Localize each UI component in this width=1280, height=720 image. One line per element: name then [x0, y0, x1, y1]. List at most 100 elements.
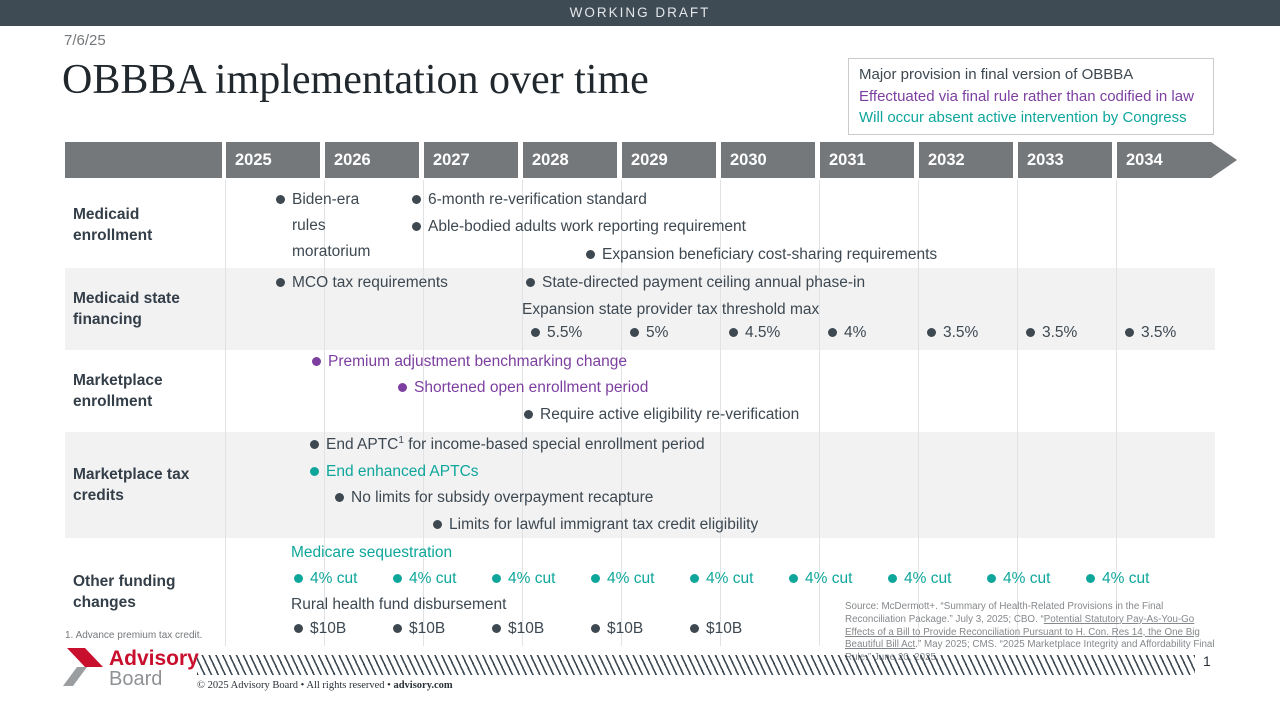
legend-item-0: Major provision in final version of OBBB…: [859, 66, 1134, 83]
bullet-icon: [1125, 328, 1134, 337]
timeline-item: Premium adjustment benchmarking change: [312, 349, 627, 375]
bullet-icon: [524, 410, 533, 419]
timeline-item-text: Limits for lawful immigrant tax credit e…: [449, 516, 759, 533]
bullet-icon: [987, 574, 996, 583]
timeline-item: Expansion state provider tax threshold m…: [522, 297, 819, 323]
timeline-item: 6-month re-verification standard: [412, 187, 647, 213]
timeline-item-text: 4% cut: [1003, 570, 1051, 587]
bullet-icon: [398, 383, 407, 392]
bullet-icon: [591, 574, 600, 583]
timeline-item-text: Shortened open enrollment period: [414, 379, 649, 396]
timeline-item-text: Able-bodied adults work reporting requir…: [428, 218, 746, 235]
timeline-item-text: End APTC1 for income-based special enrol…: [326, 434, 705, 453]
year-header-2034: 2034: [1117, 142, 1237, 178]
gridline-2: [423, 180, 424, 646]
timeline-item-text: 4% cut: [409, 570, 457, 587]
timeline-item-text: No limits for subsidy overpayment recapt…: [351, 489, 654, 506]
gridline-6: [819, 180, 820, 646]
copyright-line: © 2025 Advisory Board • All rights reser…: [197, 680, 453, 691]
bullet-icon: [927, 328, 936, 337]
working-draft-banner: WORKING DRAFT: [0, 0, 1280, 26]
bullet-icon: [531, 328, 540, 337]
footnote: 1. Advance premium tax credit.: [65, 630, 203, 641]
row-label-1: Medicaid state financing: [73, 290, 180, 328]
logo-line-board: Board: [109, 668, 163, 690]
timeline-item-text: $10B: [607, 620, 644, 637]
timeline-item-text: 3.5%: [1141, 324, 1177, 341]
timeline-item-text: Biden-era rules moratorium: [292, 191, 371, 260]
gridline-3: [522, 180, 523, 646]
timeline-item-text: Expansion beneficiary cost-sharing requi…: [602, 246, 938, 263]
timeline-item-text: Medicare sequestration: [291, 544, 453, 561]
bullet-icon: [310, 467, 319, 476]
logo-text: Advisory Board: [109, 648, 199, 690]
legend-box: Major provision in final version of OBBB…: [848, 58, 1214, 135]
timeline-item: 4% cut: [393, 566, 456, 592]
timeline-item-text: End enhanced APTCs: [326, 463, 479, 480]
timeline-item: $10B: [294, 616, 346, 642]
timeline-header-label-block: [65, 142, 222, 178]
legend-item-2: Will occur absent active intervention by…: [859, 109, 1187, 126]
timeline-item-text: 5%: [646, 324, 669, 341]
bullet-icon: [690, 624, 699, 633]
advisory-board-logo-mark: [63, 648, 103, 686]
timeline-item: No limits for subsidy overpayment recapt…: [335, 485, 653, 511]
bullet-icon: [789, 574, 798, 583]
bullet-icon: [312, 357, 321, 366]
timeline-item-text: Premium adjustment benchmarking change: [328, 353, 627, 370]
timeline-item: $10B: [591, 616, 643, 642]
timeline-item: Biden-era rules moratorium: [276, 187, 386, 265]
timeline-item-text: 5.5%: [547, 324, 583, 341]
timeline-item-text: 4%: [844, 324, 867, 341]
timeline-item-text: 4.5%: [745, 324, 781, 341]
timeline-item-text: 4% cut: [1102, 570, 1150, 587]
bullet-icon: [586, 250, 595, 259]
footnote-marker: 1: [398, 434, 404, 446]
row-band-3: [65, 432, 1215, 538]
timeline-item: 3.5%: [927, 320, 978, 346]
advisory-board-logo: Advisory Board: [63, 648, 199, 690]
timeline-item: 4% cut: [1086, 566, 1149, 592]
timeline-item: End enhanced APTCs: [310, 459, 479, 485]
year-header-2032: 2032: [919, 142, 1013, 178]
bullet-icon: [294, 624, 303, 633]
copyright-text: © 2025 Advisory Board • All rights reser…: [197, 680, 394, 691]
copyright-domain: advisory.com: [393, 680, 453, 691]
timeline-item-text: 3.5%: [943, 324, 979, 341]
timeline-item: State-directed payment ceiling annual ph…: [526, 270, 865, 296]
timeline-item: Rural health fund disbursement: [291, 592, 506, 618]
gridline-7: [918, 180, 919, 646]
gridline-4: [621, 180, 622, 646]
timeline-item-text: 4% cut: [706, 570, 754, 587]
timeline-item: 4% cut: [492, 566, 555, 592]
gridline-8: [1017, 180, 1018, 646]
timeline-item-text: 4% cut: [508, 570, 556, 587]
row-label-2: Marketplace enrollment: [73, 372, 163, 410]
bullet-icon: [591, 624, 600, 633]
bullet-icon: [412, 195, 421, 204]
row-label-4: Other funding changes: [73, 573, 176, 611]
bullet-icon: [310, 440, 319, 449]
gridline-1: [324, 180, 325, 646]
legend-item-1: Effectuated via final rule rather than c…: [859, 87, 1194, 105]
year-header-2029: 2029: [622, 142, 716, 178]
bullet-icon: [1086, 574, 1095, 583]
bullet-icon: [690, 574, 699, 583]
timeline-item: 4% cut: [591, 566, 654, 592]
bullet-icon: [393, 574, 402, 583]
year-header-2030: 2030: [721, 142, 815, 178]
source-link[interactable]: Potential Statutory Pay-As-You-Go Effect…: [845, 613, 1200, 651]
timeline-item: 4% cut: [987, 566, 1050, 592]
timeline-item: Shortened open enrollment period: [398, 375, 648, 401]
bullet-icon: [294, 574, 303, 583]
page-title: OBBBA implementation over time: [62, 57, 649, 103]
timeline-item-text: $10B: [310, 620, 347, 637]
timeline-item: Expansion beneficiary cost-sharing requi…: [586, 242, 937, 268]
year-header-2033: 2033: [1018, 142, 1112, 178]
timeline-item: $10B: [393, 616, 445, 642]
year-header-2025: 2025: [226, 142, 320, 178]
timeline-item: 4% cut: [789, 566, 852, 592]
timeline-item-text: $10B: [508, 620, 545, 637]
timeline-item: 3.5%: [1026, 320, 1077, 346]
